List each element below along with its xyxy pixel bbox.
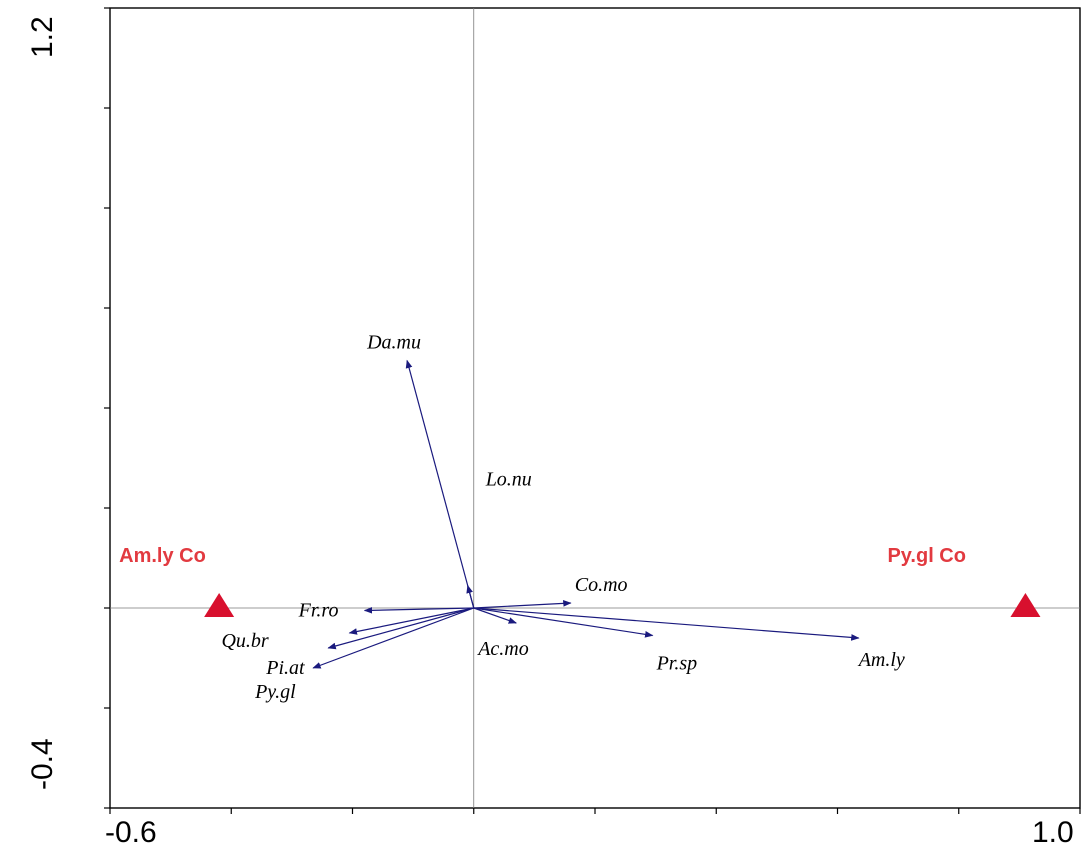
x-axis-max-label: 1.0 [1032, 816, 1074, 849]
species-label-co-mo: Co.mo [575, 574, 628, 596]
species-labels: Da.mu Lo.nu Co.mo Fr.ro Ac.mo Pr.sp Am.ly Qu.br… [221, 332, 904, 704]
species-label-qu-br: Qu.br [221, 630, 268, 652]
species-arrow-qu-br [348, 607, 474, 635]
species-arrow-co-mo [473, 600, 572, 609]
species-arrow-fr-ro [363, 606, 474, 614]
species-arrow-lo-nu [466, 584, 475, 609]
reference-lines [110, 8, 1080, 808]
species-arrow-ac-mo [473, 607, 517, 624]
species-label-da-mu: Da.mu [366, 332, 421, 354]
sample-marker-am-ly-co [204, 593, 235, 617]
species-arrow-py-gl [312, 607, 474, 669]
sample-label-am-ly-co: Am.ly Co [119, 545, 206, 567]
species-arrow-pi-at [327, 607, 474, 650]
species-label-fr-ro: Fr.ro [298, 600, 339, 622]
species-label-ac-mo: Ac.mo [476, 638, 529, 660]
y-axis-max-label: 1.2 [26, 16, 59, 58]
species-arrow-pr-sp [473, 607, 654, 638]
y-axis-min-label: -0.4 [26, 738, 59, 790]
species-arrow-da-mu [405, 359, 475, 609]
species-label-pr-sp: Pr.sp [656, 653, 698, 675]
sample-marker-py-gl-co [1010, 593, 1041, 617]
sample-label-py-gl-co: Py.gl Co [887, 545, 966, 567]
axis-ticks [104, 7, 1081, 814]
species-label-am-ly: Am.ly [857, 649, 905, 671]
species-arrow-am-ly [473, 607, 860, 641]
x-axis-min-label: -0.6 [105, 816, 157, 849]
species-label-lo-nu: Lo.nu [485, 469, 532, 491]
species-label-py-gl: Py.gl [254, 681, 296, 703]
species-label-pi-at: Pi.at [265, 657, 305, 679]
sample-markers: Am.ly Co Py.gl Co [119, 545, 1041, 617]
species-arrows [312, 359, 860, 669]
